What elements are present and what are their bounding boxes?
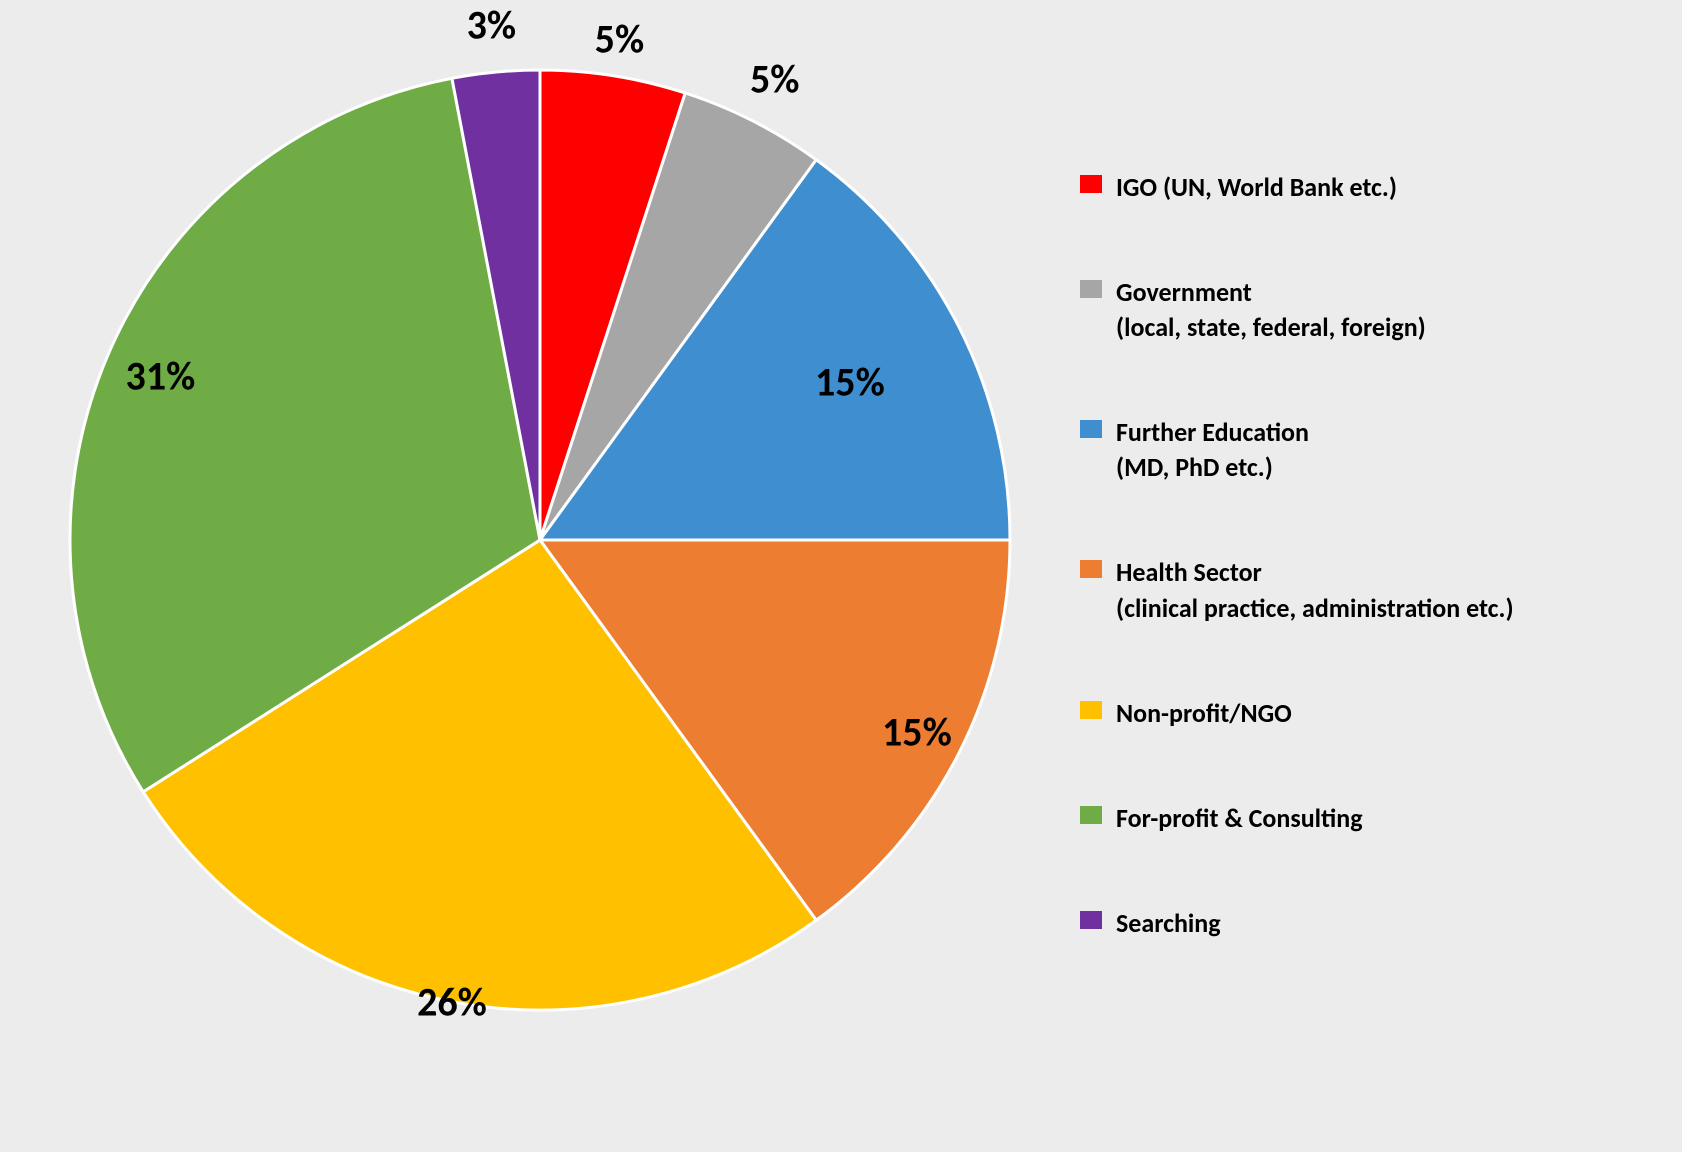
pie-chart-container: 5% 5% 15% 15% 26% 31% 3% IGO (UN, World Bank e… bbox=[0, 0, 1682, 1152]
slice-label-searching: 3% bbox=[467, 1, 516, 50]
legend-item-health-sector: Health Sector(clinical practice, adminis… bbox=[1080, 555, 1640, 625]
legend-item-government: Government(local, state, federal, foreig… bbox=[1080, 275, 1640, 345]
slice-label-igo: 5% bbox=[595, 14, 644, 63]
legend-label-further-education: Further Education(MD, PhD etc.) bbox=[1116, 415, 1309, 485]
legend-item-non-profit: Non-profit/NGO bbox=[1080, 696, 1640, 731]
legend-label-government: Government(local, state, federal, foreig… bbox=[1116, 275, 1426, 345]
legend-item-further-education: Further Education(MD, PhD etc.) bbox=[1080, 415, 1640, 485]
legend-item-for-profit: For-profit & Consulting bbox=[1080, 801, 1640, 836]
legend-swatch-government bbox=[1080, 280, 1102, 298]
legend-swatch-for-profit bbox=[1080, 806, 1102, 824]
chart-legend: IGO (UN, World Bank etc.) Government(loca… bbox=[1080, 170, 1640, 1011]
slice-label-further-education: 15% bbox=[815, 358, 885, 407]
legend-swatch-health-sector bbox=[1080, 560, 1102, 578]
legend-swatch-searching bbox=[1080, 911, 1102, 929]
legend-swatch-igo bbox=[1080, 175, 1102, 193]
slice-label-health-sector: 15% bbox=[882, 708, 952, 757]
legend-label-non-profit: Non-profit/NGO bbox=[1116, 696, 1292, 731]
legend-label-for-profit: For-profit & Consulting bbox=[1116, 801, 1363, 836]
legend-swatch-non-profit bbox=[1080, 701, 1102, 719]
legend-label-health-sector: Health Sector(clinical practice, adminis… bbox=[1116, 555, 1514, 625]
legend-label-igo: IGO (UN, World Bank etc.) bbox=[1116, 170, 1397, 205]
legend-item-searching: Searching bbox=[1080, 906, 1640, 941]
slice-label-government: 5% bbox=[750, 55, 799, 104]
legend-item-igo: IGO (UN, World Bank etc.) bbox=[1080, 170, 1640, 205]
slice-label-for-profit: 31% bbox=[126, 351, 196, 400]
legend-swatch-further-education bbox=[1080, 420, 1102, 438]
legend-label-searching: Searching bbox=[1116, 906, 1221, 941]
slice-label-non-profit: 26% bbox=[417, 977, 487, 1026]
